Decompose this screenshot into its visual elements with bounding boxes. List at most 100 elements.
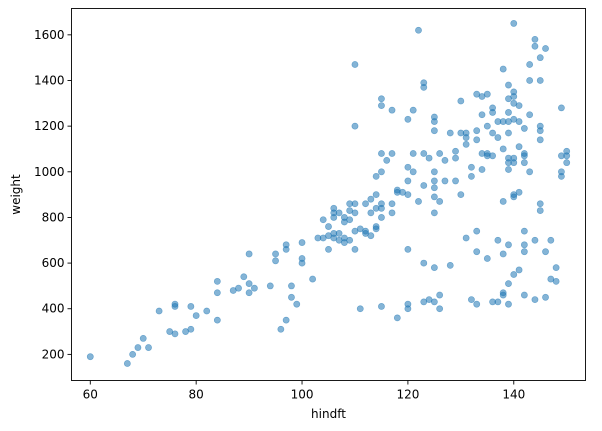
scatter-point [430, 209, 438, 217]
scatter-point [319, 216, 327, 224]
scatter-point [505, 300, 512, 308]
scatter-point [452, 177, 459, 185]
scatter-point [446, 129, 454, 137]
scatter-point [536, 127, 544, 135]
scatter-point [478, 166, 486, 173]
scatter-point [187, 303, 195, 310]
scatter-point [145, 344, 152, 351]
scatter-point [325, 245, 332, 253]
scatter-point [473, 136, 481, 144]
scatter-point [404, 191, 412, 199]
x-tick-label: 120 [396, 388, 419, 402]
scatter-point [515, 118, 523, 125]
scatter-point [388, 209, 396, 217]
scatter-point [420, 182, 428, 189]
scatter-point [351, 61, 359, 68]
scatter-point [520, 241, 528, 249]
scatter-point [505, 129, 512, 137]
scatter-point [468, 163, 475, 171]
scatter-point [452, 154, 459, 162]
y-axis-ticks: 200 400 600 800 1000 1200 1400 1600 [34, 28, 72, 361]
scatter-point [436, 150, 444, 157]
scatter-point [505, 109, 512, 116]
scatter-point [129, 350, 137, 358]
scatter-point [520, 159, 528, 167]
scatter-point [489, 129, 496, 137]
scatter-point [430, 177, 438, 185]
scatter-point [282, 316, 290, 324]
scatter-point [489, 109, 496, 116]
scatter-point [542, 293, 549, 301]
scatter-point [483, 122, 491, 130]
scatter-point [367, 209, 375, 217]
scatter-point [515, 188, 523, 196]
scatter-point [187, 325, 195, 333]
scatter-point [510, 159, 518, 167]
scatter-point [520, 248, 528, 256]
scatter-point [378, 214, 385, 221]
scatter-point [409, 106, 417, 114]
x-tick-label: 60 [83, 388, 98, 402]
scatter-point [436, 291, 444, 299]
scatter-point [372, 225, 380, 233]
scatter-point [499, 250, 507, 258]
scatter-point [378, 150, 385, 157]
y-tick-label: 200 [42, 347, 65, 361]
scatter-point [542, 248, 549, 256]
scatter-point [531, 296, 539, 304]
scatter-point [510, 20, 518, 27]
scatter-point [520, 125, 528, 132]
scatter-point [409, 150, 417, 157]
scatter-point [335, 230, 343, 237]
scatter-point [171, 300, 179, 308]
scatter-point [288, 293, 295, 301]
y-axis-label: weight [9, 174, 23, 215]
scatter-point [505, 280, 512, 288]
x-tick-label: 80 [189, 388, 204, 402]
scatter-point [505, 241, 512, 249]
scatter-point [494, 134, 502, 141]
scatter-point [86, 353, 94, 361]
scatter-point [415, 198, 422, 205]
scatter-point [483, 255, 491, 262]
scatter-point [536, 207, 544, 214]
y-tick-label: 800 [42, 210, 65, 224]
scatter-point [542, 45, 549, 52]
scatter-point [430, 264, 438, 272]
scatter-point [277, 325, 285, 333]
scatter-point [505, 166, 512, 173]
scatter-point [430, 193, 438, 201]
scatter-point [192, 312, 200, 319]
y-tick-label: 1600 [34, 28, 65, 42]
scatter-point [558, 172, 565, 180]
y-tick-label: 600 [42, 256, 65, 270]
scatter-point [552, 264, 560, 272]
y-tick-label: 1000 [34, 165, 65, 179]
scatter-point [473, 248, 481, 256]
scatter-point [404, 305, 412, 313]
scatter-point [420, 83, 428, 91]
scatter-point [462, 234, 470, 242]
scatter-point [203, 307, 211, 315]
scatter-point [468, 172, 475, 180]
scatter-point [430, 298, 438, 306]
scatter-point [420, 259, 428, 267]
scatter-point [510, 193, 518, 201]
scatter-point [536, 54, 544, 62]
scatter-point [515, 266, 523, 274]
scatter-point [378, 168, 385, 176]
scatter-point [378, 95, 385, 103]
scatter-point [510, 93, 518, 100]
scatter-point [383, 156, 391, 164]
scatter-point [415, 26, 422, 34]
scatter-point [483, 90, 491, 98]
scatter-point [346, 216, 354, 224]
scatter-point [515, 143, 523, 151]
scatter-point [351, 209, 359, 217]
scatter-point [388, 150, 396, 157]
scatter-point [473, 227, 481, 235]
scatter-point [515, 102, 523, 109]
scatter-point [245, 289, 253, 297]
scatter-point [293, 300, 301, 308]
